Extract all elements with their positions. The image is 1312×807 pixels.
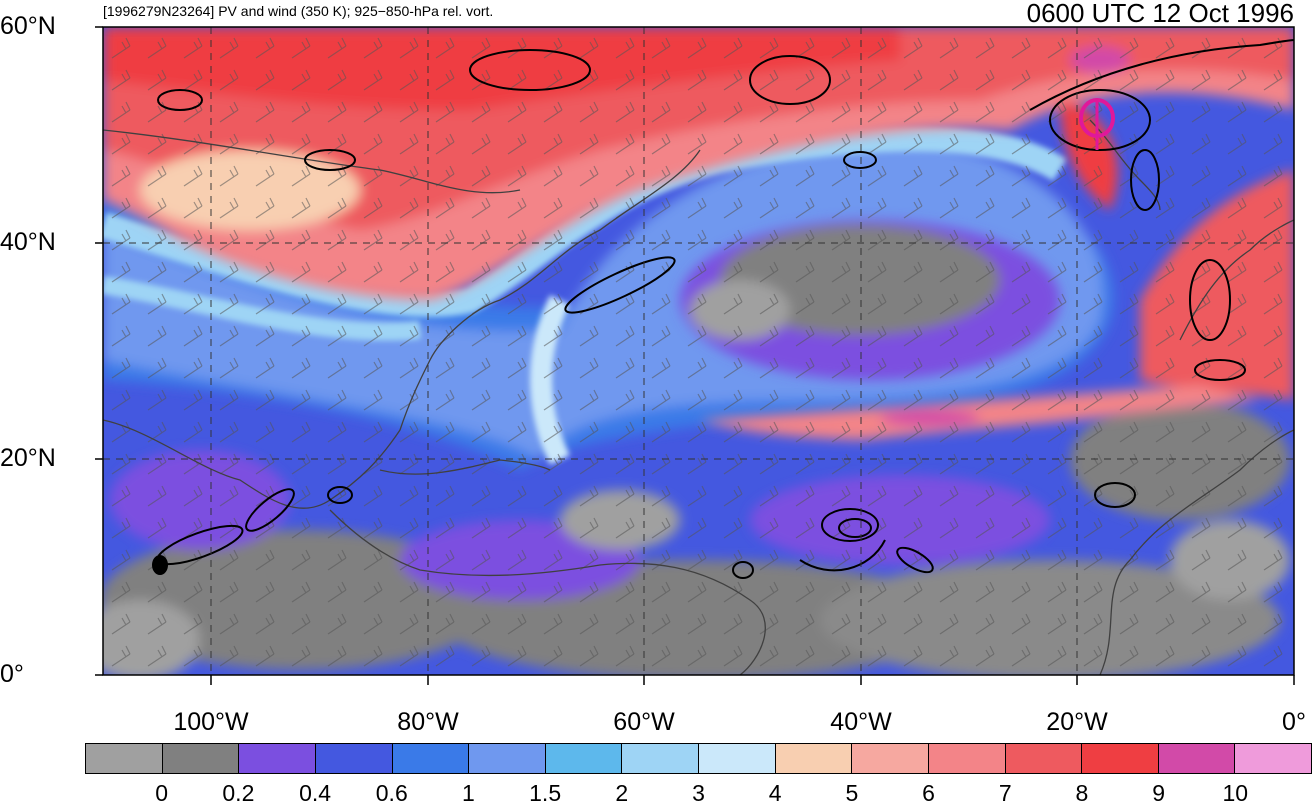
lon-label-60w: 60°W [613,708,675,736]
valid-time: 0600 UTC 12 Oct 1996 [1026,0,1294,28]
colorbar-tick-label: 4 [768,780,782,806]
vorticity-contours [152,39,1294,579]
colorbar-tick-label: 5 [845,780,859,806]
colorbar-tick-label: 1.5 [529,780,562,806]
colorbar-swatch [1235,744,1311,773]
colorbar-tick-label: 10 [1222,780,1249,806]
lon-label-40w: 40°W [830,708,892,736]
lat-label-40n: 40°N [0,228,56,256]
wind-barbs [103,27,1294,675]
colorbar-swatch [469,744,546,773]
graticule [103,27,1294,675]
colorbar-tick-label: 2 [615,780,629,806]
lat-label-60n: 60°N [0,12,56,40]
lon-label-20w: 20°W [1046,708,1108,736]
colorbar-swatch [392,744,470,773]
colorbar-tick-label: 8 [1075,780,1089,806]
colorbar-swatch [86,744,163,773]
colorbar-tick-label: 0.4 [299,780,332,806]
colorbar-tick-label: 1 [462,780,475,806]
colorbar-tick-label: 0.6 [375,780,408,806]
colorbar-swatch [699,744,776,773]
colorbar-tick-label: 3 [692,780,705,806]
colorbar-tick-label: 0 [155,780,169,806]
lon-label-80w: 80°W [397,708,459,736]
colorbar-swatch [775,744,853,773]
axis-ticks [95,26,1295,685]
colorbar-swatch [315,744,393,773]
colorbar-tick-label: 7 [998,780,1012,806]
colorbar-tick-label: 0.2 [222,780,255,806]
plot-border [102,26,1295,676]
colorbar [85,743,1312,774]
colorbar-swatch [852,744,929,773]
colorbar-swatch [162,744,240,773]
coastlines [103,119,1294,675]
lon-label-100w: 100°W [173,708,249,736]
storm-position-marker [1079,98,1115,150]
colorbar-swatch [1005,744,1083,773]
colorbar-tick-label: 9 [1152,780,1166,806]
lat-label-0: 0° [0,660,24,688]
colorbar-swatch [545,744,623,773]
colorbar-swatch [1082,744,1159,773]
map-subtitle: [1996279N23264] PV and wind (350 K); 925… [103,3,494,19]
colorbar-swatch [928,744,1006,773]
colorbar-tick-label: 6 [922,780,935,806]
lon-label-0: 0° [1282,708,1306,736]
colorbar-swatch [239,744,316,773]
colorbar-swatch [1158,744,1236,773]
colorbar-swatch [622,744,699,773]
lat-label-20n: 20°N [0,444,56,472]
